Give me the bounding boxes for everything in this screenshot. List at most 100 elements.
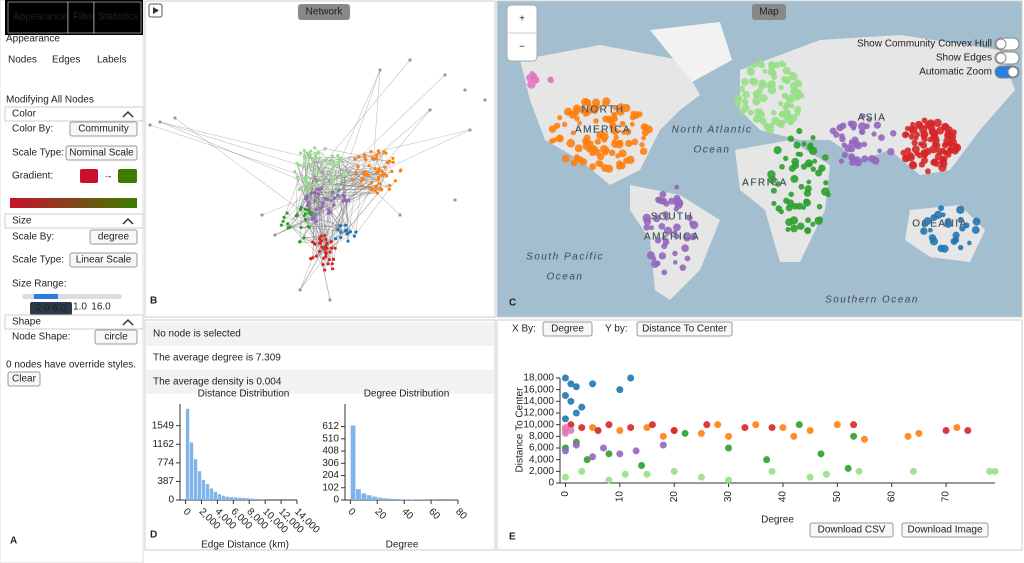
toggle-knob — [995, 52, 1007, 64]
network-node — [305, 169, 309, 173]
bar — [361, 493, 367, 500]
map-node — [754, 94, 759, 100]
network-edge — [346, 189, 382, 231]
button-label: Degree — [551, 324, 584, 335]
button[interactable] — [69, 252, 138, 268]
network-edge — [303, 193, 312, 239]
network-edge — [332, 156, 366, 176]
network-edge — [300, 190, 336, 228]
bar — [388, 498, 394, 500]
point — [659, 432, 667, 440]
chart-title: Distance Distribution — [198, 389, 290, 400]
network-edge — [159, 121, 383, 176]
map-node — [608, 149, 616, 157]
network-edge — [287, 200, 316, 229]
button[interactable] — [94, 329, 138, 345]
map-node — [689, 220, 699, 230]
collapse-caret[interactable] — [122, 110, 134, 118]
network-node — [323, 146, 327, 151]
network-node — [347, 198, 351, 202]
tab[interactable] — [67, 1, 95, 34]
tab[interactable] — [7, 1, 69, 34]
network-node — [363, 173, 367, 177]
network-node — [330, 246, 334, 250]
network-edge — [312, 230, 346, 259]
network-node — [309, 192, 313, 196]
point — [572, 409, 580, 417]
gradient-end[interactable] — [118, 169, 137, 183]
map-node — [952, 143, 962, 153]
map-node — [739, 108, 746, 115]
network-node — [378, 182, 382, 186]
button[interactable] — [542, 321, 593, 337]
network-node — [339, 235, 343, 240]
point — [763, 456, 771, 464]
button[interactable] — [636, 321, 733, 337]
panel-letter: D — [150, 530, 157, 541]
map-node — [549, 138, 555, 144]
map-node — [917, 123, 924, 130]
map-place-label: AMERICA — [575, 125, 631, 136]
button[interactable] — [69, 121, 138, 137]
network-node — [345, 232, 349, 236]
map-node — [625, 139, 633, 148]
button[interactable] — [65, 145, 138, 161]
network-node — [323, 245, 327, 249]
collapse-caret[interactable] — [122, 217, 134, 225]
network-node — [304, 195, 308, 199]
network-node — [312, 146, 317, 150]
network-edge — [305, 184, 331, 213]
map-node — [797, 222, 805, 230]
button[interactable] — [89, 229, 138, 245]
map-node — [801, 141, 807, 147]
network-edge — [316, 188, 347, 201]
x-tick-label: 60 — [886, 491, 897, 503]
map-node — [654, 237, 662, 244]
y-tick-label: 1162 — [152, 439, 174, 450]
network-node — [260, 213, 264, 217]
bar — [350, 425, 356, 500]
network-edge — [344, 175, 349, 234]
gradient-start[interactable] — [80, 169, 98, 183]
network-edge — [307, 177, 333, 193]
button[interactable] — [7, 371, 41, 387]
network-node — [330, 154, 335, 158]
map-node — [957, 216, 964, 224]
network-edge — [378, 171, 382, 190]
map-node — [816, 216, 823, 223]
panel-title-bg — [752, 4, 786, 20]
tab[interactable] — [93, 1, 142, 34]
toggle-label: Show Community Convex Hull — [857, 39, 992, 50]
network-edge — [299, 236, 322, 291]
point — [561, 374, 569, 382]
collapse-caret[interactable] — [122, 318, 134, 326]
network-edge — [307, 152, 387, 164]
map-node — [579, 158, 588, 166]
map-node — [959, 225, 966, 232]
map-node — [844, 144, 853, 153]
network-node — [321, 262, 325, 267]
network-node — [370, 187, 374, 192]
network-edge — [335, 161, 341, 192]
map-node — [778, 84, 784, 91]
toggle-knob — [1007, 66, 1019, 78]
network-node — [309, 163, 313, 167]
map-node — [777, 119, 783, 126]
download-button[interactable] — [809, 522, 894, 538]
map-node — [890, 130, 897, 137]
land — [630, 185, 720, 300]
point — [567, 397, 575, 405]
network-edge — [314, 195, 344, 219]
point — [904, 432, 912, 440]
network-node — [304, 178, 308, 182]
download-button[interactable] — [901, 522, 989, 538]
map-node — [527, 80, 536, 89]
network-node — [443, 73, 447, 77]
map-node — [561, 154, 570, 163]
network-node — [367, 163, 371, 168]
point — [844, 464, 852, 472]
network-edge — [325, 198, 335, 247]
network-edge — [316, 158, 366, 190]
panel-letter: E — [509, 532, 516, 543]
mode-label: Modifying All Nodes — [6, 95, 94, 106]
